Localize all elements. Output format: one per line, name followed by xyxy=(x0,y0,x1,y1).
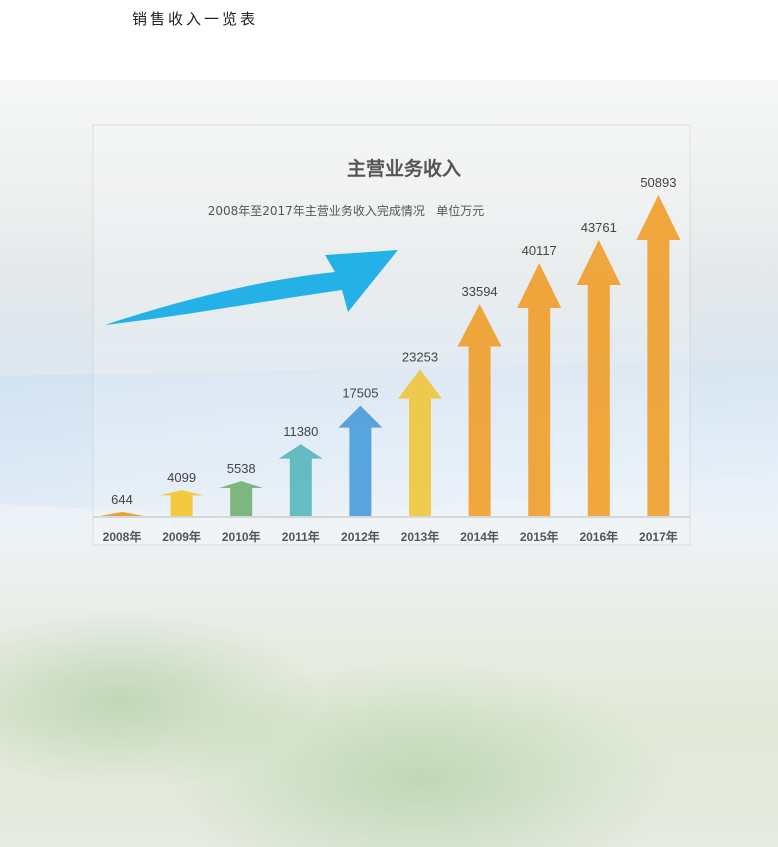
bar-arrow-2011年 xyxy=(278,444,323,516)
data-label: 43761 xyxy=(581,220,617,235)
bar-arrow-2014年 xyxy=(457,304,502,516)
data-label: 40117 xyxy=(522,243,557,258)
data-label: 4099 xyxy=(167,470,196,485)
data-label: 5538 xyxy=(227,461,256,476)
bar-arrow-2012年 xyxy=(338,405,383,516)
x-tick-label: 2017年 xyxy=(639,529,678,544)
bar-arrow-2009年 xyxy=(159,490,204,516)
data-label: 33594 xyxy=(462,284,498,299)
data-label: 644 xyxy=(111,492,133,507)
bar-arrow-2010年 xyxy=(219,481,264,516)
bar-arrow-2016年 xyxy=(576,239,621,517)
data-label: 50893 xyxy=(640,175,676,190)
x-tick-label: 2010年 xyxy=(222,529,261,544)
bar-arrow-2013年 xyxy=(398,369,442,516)
bar-arrow-2017年 xyxy=(636,195,681,516)
x-tick-label: 2011年 xyxy=(282,529,320,544)
data-label: 17505 xyxy=(342,386,378,401)
chart-title: 主营业务收入 xyxy=(347,157,461,180)
data-label: 11380 xyxy=(283,424,318,439)
x-tick-label: 2012年 xyxy=(341,529,380,544)
chart-subtitle: 2008年至2017年主营业务收入完成情况 单位万元 xyxy=(208,203,485,218)
x-tick-label: 2016年 xyxy=(579,529,618,544)
x-tick-label: 2008年 xyxy=(103,529,142,544)
x-tick-label: 2009年 xyxy=(162,529,201,544)
bar-arrow-2015年 xyxy=(517,262,562,516)
document-title: 销售收入一览表 xyxy=(132,10,259,28)
x-tick-label: 2015年 xyxy=(520,529,559,544)
x-tick-label: 2013年 xyxy=(401,529,440,544)
bar-arrow-2008年 xyxy=(100,511,144,516)
data-label: 23253 xyxy=(402,349,438,364)
x-tick-label: 2014年 xyxy=(460,529,499,544)
swoosh-arrow-icon xyxy=(105,250,398,325)
